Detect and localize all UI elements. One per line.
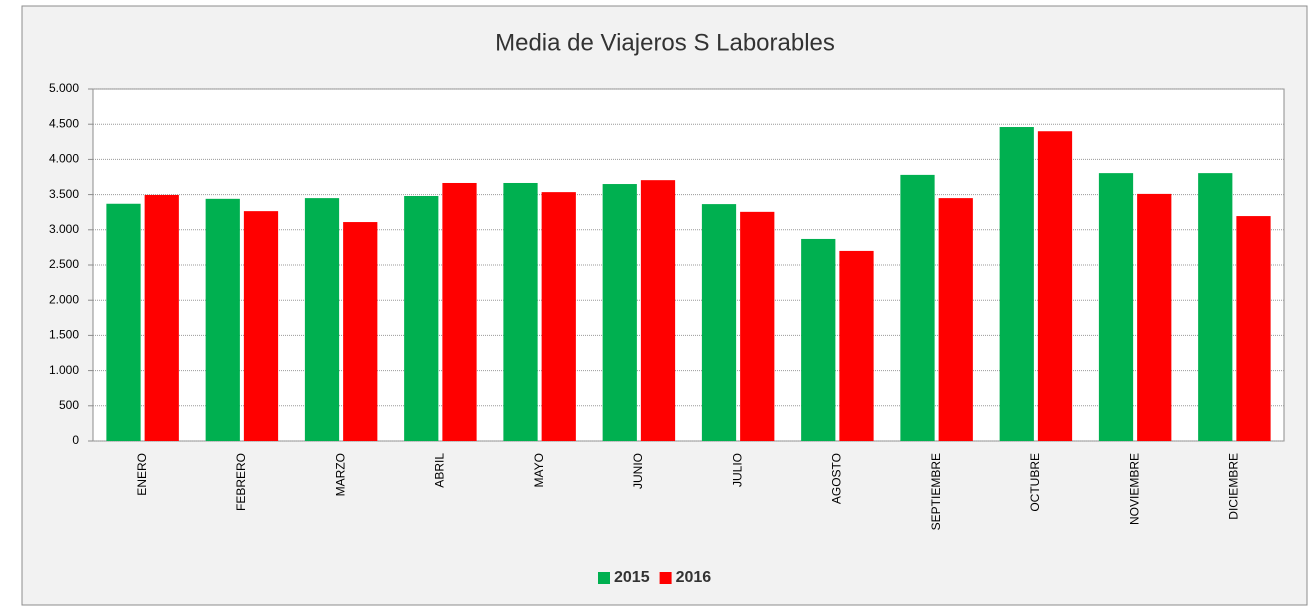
x-tick-label: NOVIEMBRE: [1127, 453, 1141, 525]
y-tick-label: 4.500: [49, 116, 79, 130]
bar: [999, 127, 1034, 442]
x-tick-label: DICIEMBRE: [1227, 453, 1241, 520]
x-tick-label: MAYO: [532, 453, 546, 487]
bar: [205, 198, 240, 441]
bar: [1037, 131, 1073, 442]
bar: [1198, 173, 1233, 442]
y-tick-label: 2.500: [49, 257, 79, 271]
y-tick-label: 500: [59, 398, 79, 412]
bar: [640, 180, 676, 441]
x-tick-label: AGOSTO: [830, 453, 844, 504]
bar: [144, 194, 179, 441]
bar: [1236, 216, 1271, 441]
y-tick-label: 0: [72, 433, 79, 447]
bar: [541, 192, 576, 441]
bar: [801, 238, 836, 441]
legend-swatch: [598, 572, 610, 584]
bar: [938, 198, 973, 441]
x-tick-label: SEPTIEMBRE: [929, 453, 943, 530]
y-tick-label: 1.000: [49, 363, 79, 377]
legend-swatch: [659, 572, 672, 584]
bar: [106, 203, 141, 441]
x-tick-label: ABRIL: [433, 453, 447, 488]
bar: [442, 182, 477, 441]
bar: [503, 182, 538, 441]
x-tick-label: FEBRERO: [234, 453, 248, 511]
y-tick-label: 3.000: [49, 222, 79, 236]
bar: [304, 198, 340, 441]
x-tick-label: ENERO: [135, 453, 149, 496]
bar: [740, 211, 775, 441]
bar: [1098, 173, 1134, 442]
bar: [839, 250, 874, 441]
y-tick-label: 2.000: [49, 292, 79, 306]
bar: [602, 184, 637, 442]
y-tick-label: 5.000: [49, 81, 79, 95]
x-tick-label: OCTUBRE: [1028, 453, 1042, 512]
y-tick-label: 1.500: [49, 328, 79, 342]
bar: [1137, 193, 1172, 441]
bar: [900, 174, 935, 441]
x-tick-label: JULIO: [730, 453, 744, 487]
chart-title: Media de Viajeros S Laborables: [495, 29, 835, 56]
bar: [243, 211, 279, 441]
bar: [343, 222, 378, 441]
x-tick-label: JUNIO: [631, 453, 645, 489]
legend-label: 2016: [676, 569, 712, 586]
legend-label: 2015: [614, 569, 650, 586]
y-tick-label: 4.000: [49, 152, 79, 166]
bar: [701, 204, 737, 441]
bar: [404, 196, 439, 441]
x-tick-label: MARZO: [333, 453, 347, 496]
y-tick-label: 3.500: [49, 187, 79, 201]
